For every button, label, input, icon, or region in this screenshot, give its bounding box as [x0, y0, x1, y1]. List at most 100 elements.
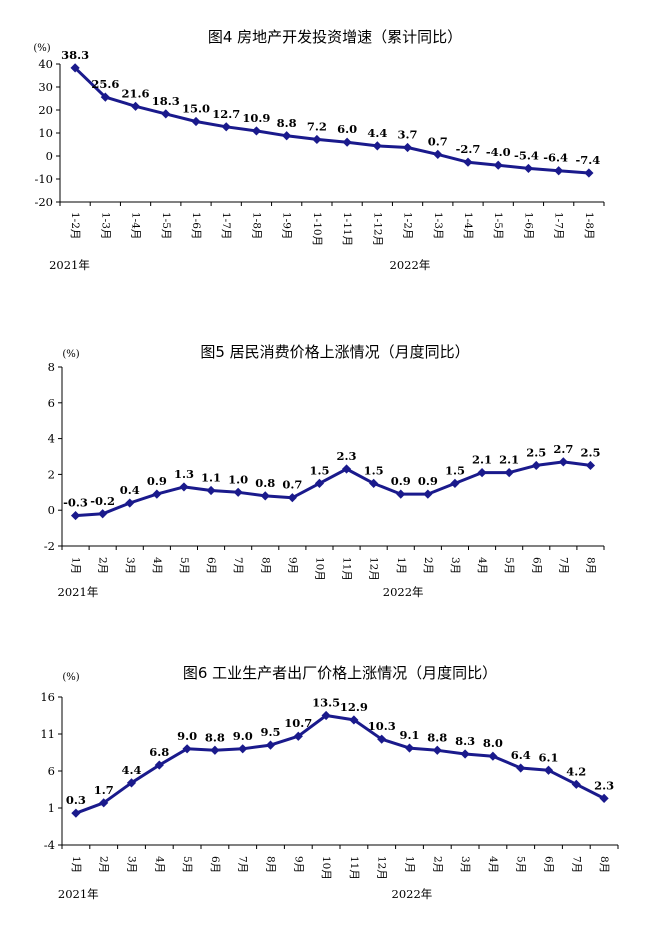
x-tick-label: 1-11月 [341, 212, 353, 246]
x-tick-label: 1-7月 [220, 212, 232, 239]
x-tick-label: 7月 [232, 557, 244, 574]
x-tick-label: 1-2月 [69, 212, 81, 239]
data-point [312, 134, 322, 145]
data-point [161, 109, 171, 119]
data-label: 8.0 [483, 736, 503, 750]
data-label: 9.0 [233, 729, 253, 743]
data-point [293, 731, 303, 741]
x-tick-label: 2月 [98, 856, 110, 873]
y-tick-label: 10 [38, 126, 53, 140]
data-label: 13.5 [312, 696, 340, 710]
data-label: 2.3 [337, 449, 357, 463]
data-label: 6.8 [149, 745, 169, 759]
y-tick-label: -2 [44, 539, 55, 553]
data-point [369, 478, 379, 488]
data-point [342, 137, 352, 147]
x-tick-label: 11月 [341, 557, 353, 581]
data-point [402, 142, 413, 153]
data-label: 6.4 [511, 748, 531, 762]
x-tick-label: 1-3月 [432, 212, 444, 239]
data-point [265, 740, 276, 750]
data-label: -6.4 [543, 151, 568, 165]
data-point [571, 779, 581, 789]
data-point [282, 131, 292, 141]
data-point [493, 160, 503, 170]
data-point [321, 710, 331, 721]
x-tick-label: 1-6月 [190, 212, 202, 239]
data-label: 7.2 [307, 119, 327, 133]
data-label: 0.9 [147, 474, 167, 488]
data-label: 10.9 [242, 111, 270, 125]
x-tick-label: 6月 [530, 557, 542, 574]
data-label: 25.6 [91, 77, 119, 91]
x-tick-label: 6月 [209, 856, 221, 873]
data-point [152, 489, 162, 499]
x-tick-label: 4月 [476, 557, 488, 574]
y-tick-label: 6 [48, 764, 55, 778]
x-tick-label: 1-2月 [402, 212, 414, 239]
data-point [450, 478, 460, 488]
data-label: 15.0 [182, 102, 210, 116]
x-tick-label: 1-9月 [281, 212, 293, 239]
x-tick-label: 6月 [205, 557, 217, 574]
x-tick-label: 3月 [449, 557, 461, 574]
data-label: 38.3 [61, 48, 89, 62]
x-tick-label: 2月 [422, 557, 434, 574]
data-label: 18.3 [152, 94, 180, 108]
data-label: 8.8 [205, 730, 225, 744]
data-label: 0.7 [428, 134, 448, 148]
x-tick-label: 4月 [153, 856, 165, 873]
data-label: 1.5 [364, 463, 384, 477]
data-point [349, 715, 359, 725]
x-tick-label: 3月 [459, 856, 471, 873]
data-point [287, 493, 297, 503]
year-label: 2022年 [383, 585, 424, 599]
data-label: 0.9 [391, 474, 411, 488]
x-tick-label: 1月 [395, 557, 407, 574]
x-tick-label: 9月 [292, 856, 304, 873]
data-point [599, 793, 609, 803]
data-label: -0.3 [63, 496, 88, 510]
x-tick-label: 5月 [503, 557, 515, 574]
data-point [221, 122, 231, 132]
data-point [543, 765, 554, 775]
data-label: 1.7 [94, 783, 114, 797]
data-label: -2.7 [456, 142, 481, 156]
data-label: -5.4 [514, 148, 539, 162]
data-label: 12.7 [212, 107, 240, 121]
data-label: 0.8 [255, 476, 275, 490]
year-label: 2022年 [390, 258, 431, 272]
unit-label: (%) [62, 349, 79, 360]
data-point [372, 141, 382, 151]
data-point [585, 460, 596, 471]
x-tick-label: 5月 [178, 557, 190, 574]
data-point [396, 489, 406, 499]
y-tick-label: 8 [48, 360, 55, 374]
x-tick-label: 8月 [265, 856, 277, 873]
unit-label: (%) [62, 672, 79, 683]
x-tick-label: 7月 [557, 557, 569, 574]
data-label: 0.4 [120, 483, 140, 497]
data-label: 4.4 [367, 126, 387, 140]
x-tick-label: 1-4月 [130, 212, 142, 239]
x-tick-label: 1-8月 [583, 212, 595, 239]
x-tick-label: 12月 [376, 856, 388, 880]
data-label: 9.0 [177, 729, 197, 743]
year-label: 2021年 [58, 585, 99, 599]
data-point [182, 744, 192, 754]
y-tick-label: 4 [48, 432, 55, 446]
x-tick-label: 1-10月 [311, 212, 323, 246]
data-point [404, 743, 415, 753]
year-label: 2021年 [49, 258, 90, 272]
chart-cpi: 图5 居民消费价格上涨情况（月度同比） (%) -2 0 2 4 6 8 1月 2月 3月 4月 5… [44, 343, 605, 599]
x-tick-label: 2月 [97, 557, 109, 574]
data-label: 0.9 [418, 474, 438, 488]
data-label: 8.3 [455, 734, 475, 748]
y-tick-label: -4 [44, 838, 55, 852]
data-point [206, 485, 216, 496]
data-point [98, 509, 108, 519]
data-label: 1.1 [201, 471, 221, 485]
x-tick-label: 9月 [286, 557, 298, 574]
data-label: 0.7 [282, 478, 302, 492]
